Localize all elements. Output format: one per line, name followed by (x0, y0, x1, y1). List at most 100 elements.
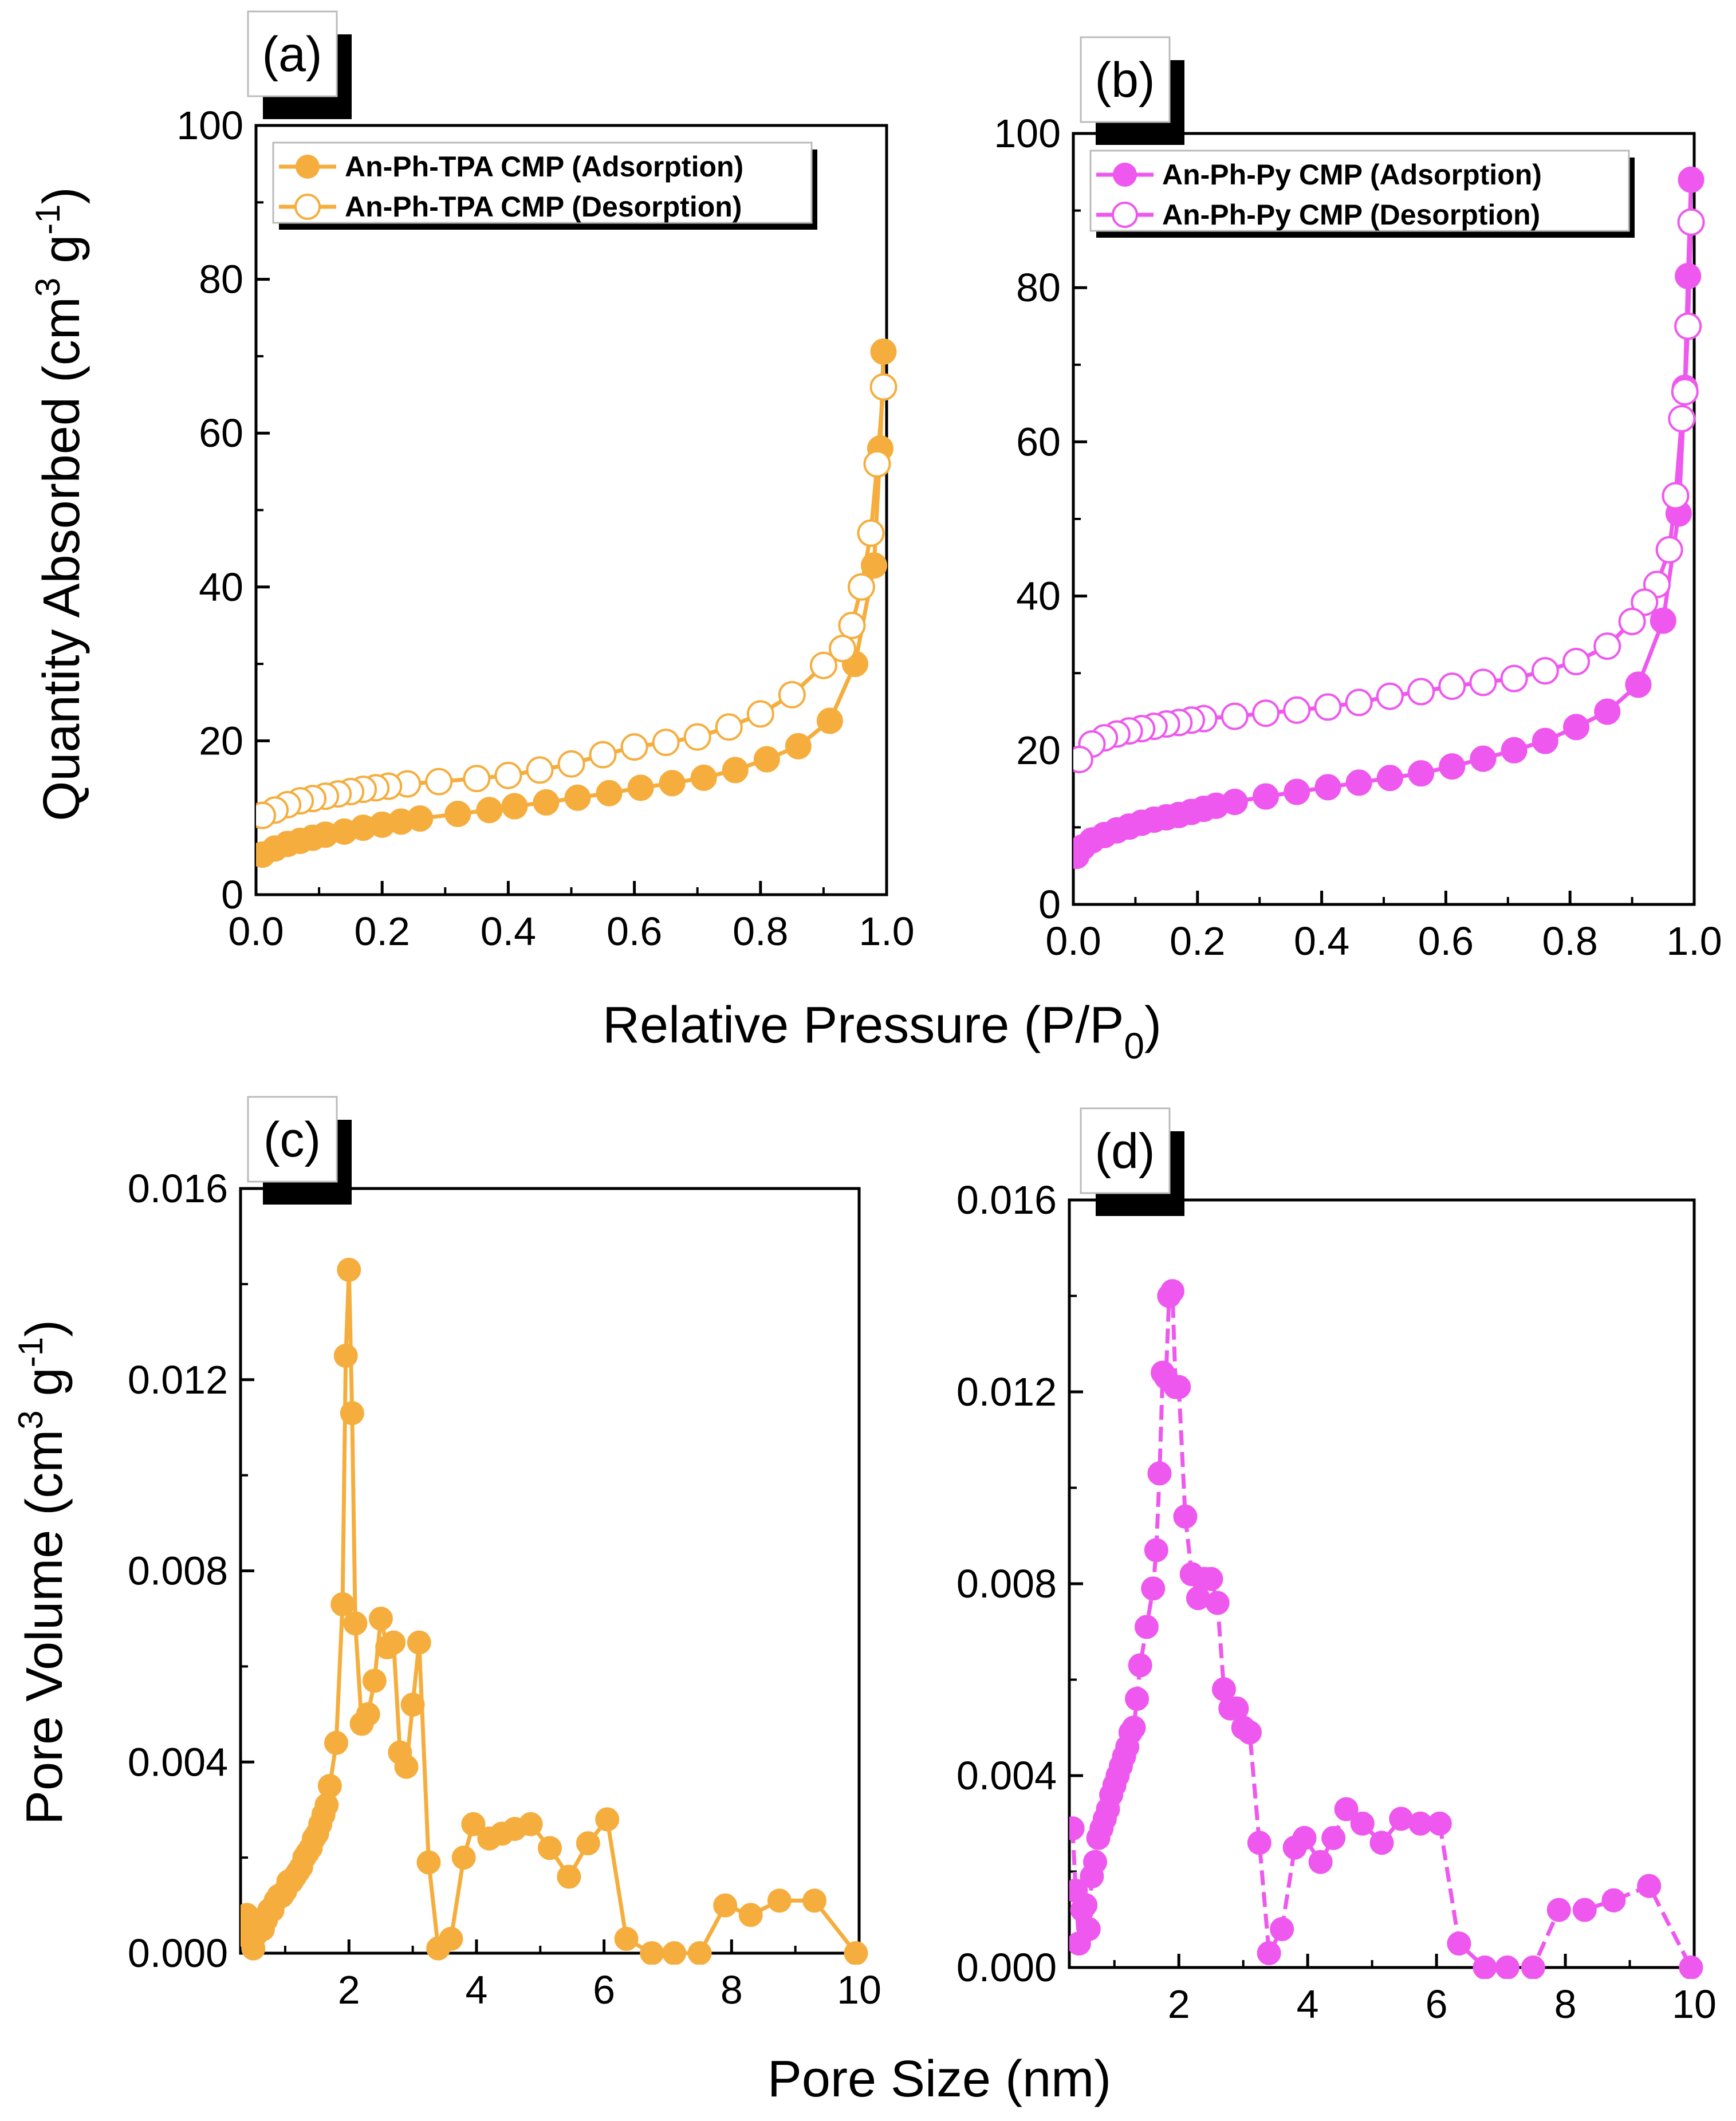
ylabel-bottom-sup: -1 (11, 1337, 50, 1367)
data-point (753, 746, 780, 773)
data-point (687, 1941, 712, 1965)
panel-label: (a) (262, 27, 322, 82)
data-point (1334, 1797, 1359, 1821)
data-point (595, 1807, 620, 1832)
data-point (1618, 608, 1646, 636)
xlabel-top-end: ) (1144, 997, 1162, 1054)
ylabel-bottom-text: Pore Volume (cm (16, 1430, 73, 1825)
data-point (1668, 405, 1696, 433)
y-tick-label: 100 (994, 111, 1061, 156)
y-tick-label: 0 (221, 872, 243, 917)
data-point (368, 1606, 393, 1631)
data-point (1625, 671, 1652, 698)
data-point (614, 1926, 639, 1951)
x-tick-label: 1.0 (1666, 919, 1722, 963)
data-point (1593, 632, 1621, 660)
data-point (1173, 1504, 1198, 1529)
data-point (1082, 1850, 1107, 1874)
data-point (690, 764, 717, 791)
plot-area (1069, 1279, 1703, 1979)
data-point (738, 1903, 763, 1927)
data-point (627, 774, 654, 801)
data-point (1563, 714, 1590, 741)
legend: An-Ph-TPA CMP (Adsorption) An-Ph-TPA CMP … (272, 141, 817, 230)
data-point (340, 1401, 364, 1426)
data-point (1631, 588, 1659, 616)
y-tick-label: 0.004 (956, 1753, 1057, 1798)
data-point (1321, 1825, 1346, 1850)
data-point (1128, 1653, 1152, 1678)
legend-box (1089, 149, 1630, 232)
x-tick-label: 4 (1297, 1982, 1319, 2026)
data-point (662, 1941, 687, 1965)
data-point (659, 770, 686, 797)
data-point (652, 729, 680, 757)
data-point (1408, 760, 1435, 787)
y-tick-label: 20 (199, 718, 243, 763)
data-point (476, 797, 503, 824)
x-tick-label: 6 (1426, 1982, 1448, 2026)
data-point (857, 519, 885, 547)
x-tick-label: 0.4 (1294, 919, 1349, 963)
data-point (1495, 1955, 1520, 1979)
y-tick-label: 60 (1016, 419, 1061, 464)
data-point (1531, 657, 1559, 685)
series-1 (1069, 1279, 1703, 1979)
legend-label: An-Ph-Py CMP (Adsorption) (1162, 159, 1542, 191)
data-point (564, 784, 591, 811)
panel-b: 0.0 0.2 0.4 0.6 0.8 1.0 0 20 40 60 80 100 (b) An-Ph-P… (994, 36, 1722, 963)
plot-area (256, 338, 897, 868)
data-point (1350, 1811, 1375, 1836)
series-line (1074, 179, 1694, 857)
data-point (1221, 702, 1249, 730)
data-point (1637, 1874, 1662, 1898)
x-tick-label: 8 (721, 1967, 743, 2012)
data-point (425, 768, 453, 796)
y-tick-label: 0.012 (956, 1370, 1057, 1414)
data-point (828, 635, 856, 663)
data-point (526, 756, 554, 784)
series-2 (1073, 208, 1705, 773)
x-tick-label: 1.0 (859, 909, 914, 954)
data-point (1160, 1279, 1184, 1304)
panel-label-box (1080, 36, 1171, 123)
x-tick-label: 0.6 (607, 909, 662, 954)
legend-label: An-Ph-TPA CMP (Adsorption) (345, 151, 743, 183)
panel-label-box (1080, 1107, 1171, 1194)
data-point (1270, 1917, 1294, 1941)
data-point (847, 573, 875, 601)
data-point (362, 1669, 387, 1693)
ylabel-top-text: Quantity Absorbed (cm (33, 297, 90, 821)
data-point (407, 805, 434, 832)
plot-area (1073, 166, 1705, 869)
data-point (844, 1941, 868, 1965)
data-point (1546, 1898, 1571, 1922)
data-point (1257, 1941, 1281, 1965)
data-point (683, 723, 711, 751)
data-point (1252, 699, 1280, 727)
data-point (767, 1888, 792, 1913)
data-point (1221, 788, 1248, 815)
y-tick-label: 60 (199, 411, 243, 455)
legend-marker (296, 155, 320, 179)
x-tick-label: 2 (1168, 1982, 1190, 2026)
xlabel-bottom: Pore Size (nm) (767, 2051, 1111, 2108)
ylabel-top-close: ) (33, 187, 90, 204)
data-point (356, 1702, 380, 1726)
data-point (1205, 1591, 1230, 1615)
data-point (407, 1630, 431, 1655)
data-point (1521, 1955, 1545, 1979)
data-point (330, 1592, 355, 1616)
data-point (576, 1831, 600, 1856)
legend-marker (1112, 202, 1138, 228)
ylabel-top: Quantity Absorbed (cm3 g-1) (29, 187, 90, 821)
data-point (1671, 377, 1699, 406)
y-tick-label: 20 (1016, 728, 1061, 773)
data-point (439, 1926, 463, 1951)
data-point (533, 789, 560, 816)
data-point (1073, 1893, 1098, 1918)
data-point (1473, 1955, 1497, 1979)
data-point (1314, 693, 1342, 721)
data-point (1594, 698, 1621, 725)
